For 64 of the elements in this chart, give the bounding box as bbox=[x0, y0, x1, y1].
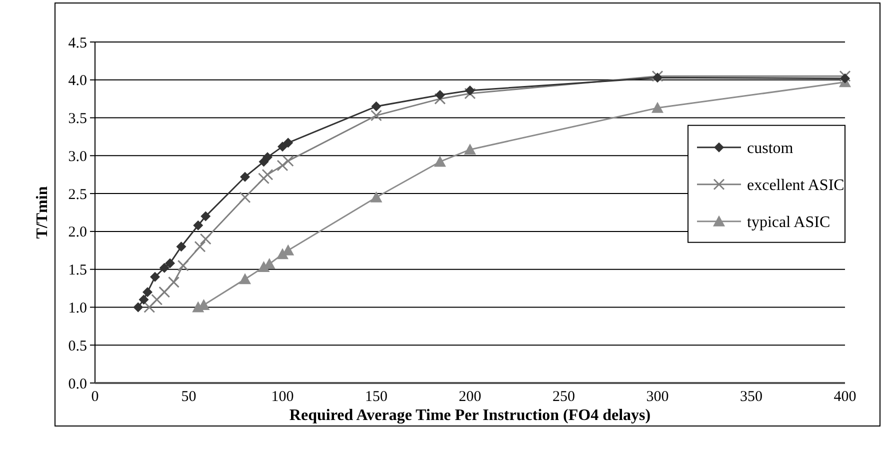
point bbox=[138, 294, 149, 305]
point bbox=[239, 192, 251, 204]
x-axis-title: Required Average Time Per Instruction (FO4 delays) bbox=[289, 407, 651, 424]
point bbox=[176, 242, 186, 252]
point bbox=[168, 276, 180, 288]
point bbox=[435, 90, 445, 100]
y-tick-label: 0.0 bbox=[68, 376, 87, 392]
x-tick-label: 250 bbox=[552, 389, 575, 405]
point bbox=[652, 102, 664, 113]
legend-label: excellent ASIC bbox=[747, 176, 844, 194]
point bbox=[262, 152, 272, 162]
x-tick-label: 400 bbox=[834, 389, 856, 405]
point bbox=[839, 70, 851, 82]
point bbox=[434, 156, 446, 167]
point bbox=[150, 272, 160, 282]
point bbox=[165, 258, 175, 268]
point bbox=[133, 302, 144, 312]
y-axis-title: T/Tmin bbox=[34, 186, 51, 239]
point bbox=[240, 172, 250, 182]
y-tick-label: 1.0 bbox=[68, 300, 87, 316]
x-tick-label: 200 bbox=[458, 389, 482, 405]
point bbox=[239, 273, 251, 284]
y-tick-label: 2.0 bbox=[68, 224, 87, 241]
y-tick-label: 3.5 bbox=[68, 111, 87, 128]
point bbox=[370, 191, 382, 202]
point bbox=[652, 70, 664, 82]
point bbox=[258, 172, 270, 184]
y-tick-label: 2.5 bbox=[68, 186, 87, 203]
x-tick-label: 100 bbox=[271, 389, 294, 405]
y-tick-label: 1.5 bbox=[68, 262, 87, 279]
point bbox=[158, 286, 170, 298]
point bbox=[282, 155, 294, 167]
point bbox=[262, 168, 274, 180]
point bbox=[200, 211, 211, 222]
point bbox=[464, 88, 476, 100]
y-tick-label: 0.5 bbox=[68, 338, 87, 354]
x-tick-label: 350 bbox=[740, 389, 762, 405]
x-tick-label: 300 bbox=[646, 389, 669, 405]
point bbox=[371, 101, 382, 112]
point bbox=[652, 72, 662, 83]
point bbox=[159, 262, 170, 273]
point bbox=[177, 260, 189, 272]
point bbox=[144, 301, 156, 313]
point bbox=[278, 142, 288, 152]
x-tick-label: 150 bbox=[365, 389, 388, 405]
legend-label: typical ASIC bbox=[747, 214, 830, 231]
legend-label: custom bbox=[747, 140, 794, 157]
point bbox=[370, 110, 382, 122]
point bbox=[465, 86, 475, 96]
x-tick-label: 50 bbox=[181, 389, 196, 405]
x-tick-label: 0 bbox=[91, 389, 99, 405]
point bbox=[142, 287, 152, 298]
point bbox=[276, 160, 288, 172]
point bbox=[194, 240, 206, 252]
y-tick-label: 3.0 bbox=[68, 148, 87, 165]
point bbox=[193, 220, 204, 230]
point bbox=[840, 73, 850, 84]
point bbox=[434, 93, 446, 105]
point bbox=[151, 294, 163, 306]
y-tick-label: 4.5 bbox=[68, 35, 87, 52]
point bbox=[464, 144, 476, 155]
y-tick-label: 4.0 bbox=[68, 73, 87, 90]
point bbox=[200, 233, 212, 245]
point bbox=[283, 138, 294, 148]
